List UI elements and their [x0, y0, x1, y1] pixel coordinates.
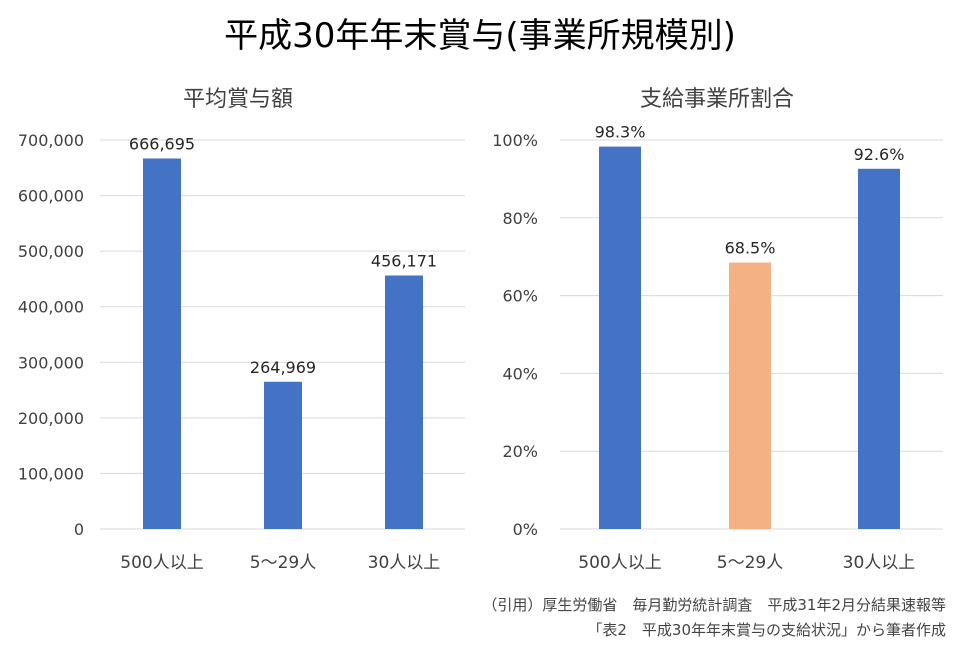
chart-2-y-tick-label: 0% — [513, 520, 538, 539]
chart-1-y-tick-label: 600,000 — [18, 187, 84, 206]
chart-1-y-tick-label: 300,000 — [18, 353, 84, 372]
chart-2-data-label: 68.5% — [725, 239, 776, 258]
chart-2-title: 支給事業所割合 — [640, 87, 794, 112]
chart-2-bar — [729, 262, 771, 529]
chart-2-category-label: 500人以上 — [578, 553, 661, 573]
chart-2-category-label: 5〜29人 — [717, 553, 783, 573]
chart-1-y-tick-label: 200,000 — [18, 409, 84, 428]
chart-2-y-tick-label: 100% — [492, 131, 538, 150]
chart-1-data-label: 264,969 — [250, 358, 316, 377]
chart-1-bar — [143, 158, 181, 529]
chart-1-y-tick-label: 700,000 — [18, 131, 84, 150]
chart-1-category-label: 5〜29人 — [250, 553, 316, 573]
chart-2-y-tick-label: 60% — [502, 287, 538, 306]
chart-1-y-tick-label: 100,000 — [18, 464, 84, 483]
chart-2-category-label: 30人以上 — [843, 553, 916, 573]
chart-2-y-tick-label: 80% — [502, 209, 538, 228]
chart-1-category-label: 500人以上 — [120, 553, 203, 573]
chart-1-data-label: 456,171 — [371, 251, 437, 270]
chart-1-y-tick-label: 0 — [74, 520, 84, 539]
chart-1-category-label: 30人以上 — [368, 553, 441, 573]
source-note-line-2: 「表2 平成30年年末賞与の支給状況」から筆者作成 — [587, 621, 946, 639]
chart-2-data-label: 92.6% — [854, 145, 905, 164]
chart-2-y-tick-label: 20% — [502, 442, 538, 461]
chart-2-bar — [599, 146, 641, 529]
chart-2-y-tick-label: 40% — [502, 364, 538, 383]
chart-1-bar — [264, 381, 302, 529]
chart-2-data-label: 98.3% — [595, 123, 646, 142]
source-note-line-1: （引用）厚生労働省 毎月勤労統計調査 平成31年2月分結果速報等 — [482, 596, 946, 614]
chart-1-data-label: 666,695 — [129, 135, 195, 154]
chart-1-y-tick-label: 400,000 — [18, 298, 84, 317]
chart-1-y-tick-label: 500,000 — [18, 242, 84, 261]
chart-2-bar — [858, 168, 900, 529]
main-title: 平成30年年末賞与(事業所規模別) — [224, 16, 736, 56]
chart-1-title: 平均賞与額 — [183, 87, 293, 112]
chart-1-bar — [385, 275, 423, 529]
